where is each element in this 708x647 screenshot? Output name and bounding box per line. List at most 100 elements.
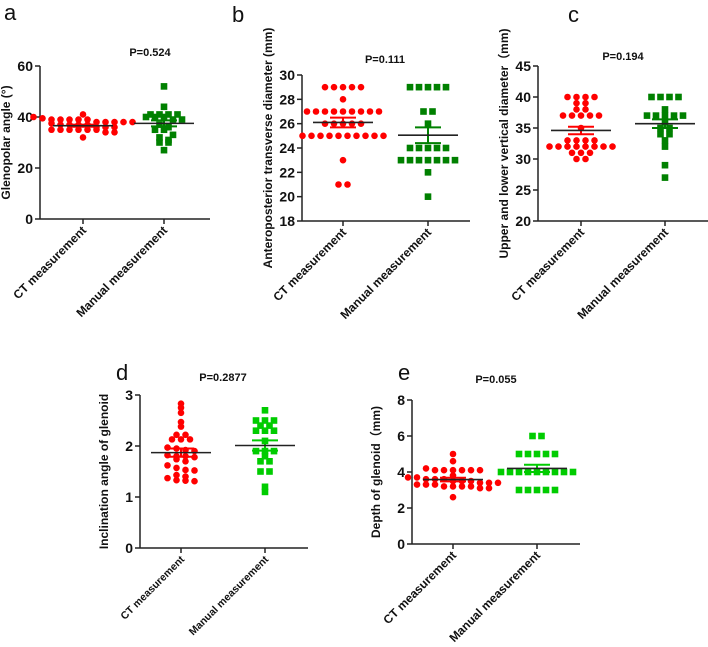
data-point <box>39 114 46 122</box>
data-point <box>497 468 505 476</box>
data-point <box>353 132 360 140</box>
y-tick-label: 2 <box>397 500 405 516</box>
data-point <box>458 483 466 490</box>
data-point <box>569 468 577 476</box>
x-tick-label: CT measurement <box>270 225 349 304</box>
x-tick-label: CT measurement <box>118 553 187 622</box>
panel-e: e P=0.055 0 2 4 6 8 Depth of glenoid（mm) CT meas… <box>368 360 580 645</box>
data-point <box>582 99 589 107</box>
data-point <box>564 143 571 150</box>
data-point <box>573 93 580 101</box>
data-point <box>156 121 163 128</box>
data-point <box>661 174 669 181</box>
data-point <box>577 149 585 157</box>
y-tick-label: 40 <box>515 89 531 105</box>
data-point <box>551 486 559 494</box>
data-point <box>308 132 315 140</box>
data-point <box>559 112 567 119</box>
y-tick-label: 60 <box>17 58 33 74</box>
y-tick-label: 20 <box>17 160 33 176</box>
data-point <box>120 118 127 126</box>
data-point <box>339 83 347 91</box>
panel-a: a P=0.524 0 20 40 60 Glenopolar angle (°) CT me… <box>0 0 210 320</box>
series-manual <box>235 407 295 496</box>
y-tick-label: 30 <box>279 67 295 83</box>
data-point <box>151 113 159 121</box>
data-point <box>440 483 448 490</box>
data-point <box>424 193 432 200</box>
data-point <box>415 156 423 164</box>
y-tick-label: 0 <box>125 540 133 556</box>
data-point <box>371 132 378 140</box>
data-point <box>406 83 414 91</box>
data-point <box>433 144 441 152</box>
data-point <box>666 130 673 138</box>
panel-letter: b <box>232 2 244 27</box>
data-point <box>529 432 536 440</box>
p-value-title: P=0.055 <box>475 374 516 386</box>
y-tick-label: 45 <box>515 58 531 74</box>
data-point <box>186 436 194 443</box>
data-point <box>449 466 457 474</box>
data-point <box>573 143 580 150</box>
data-point <box>321 108 329 115</box>
p-value-title: P=0.524 <box>129 47 171 59</box>
data-point <box>164 474 171 482</box>
data-point <box>344 132 351 140</box>
data-point <box>586 149 594 157</box>
data-point <box>66 126 73 134</box>
data-point <box>573 137 580 144</box>
data-point <box>357 83 365 91</box>
data-point <box>191 477 198 485</box>
data-point <box>357 108 365 115</box>
series-ct <box>546 93 616 163</box>
data-point <box>442 156 450 164</box>
data-point <box>160 113 168 121</box>
data-point <box>515 468 523 476</box>
series-ct <box>151 400 211 485</box>
data-point <box>266 458 273 465</box>
data-point <box>422 481 430 488</box>
data-point <box>57 116 64 123</box>
data-point <box>533 486 541 494</box>
data-point <box>326 132 333 140</box>
data-point <box>321 83 329 91</box>
y-tick-label: 35 <box>515 120 531 136</box>
x-tick-label: CT measurement <box>10 223 89 302</box>
data-point <box>406 156 414 164</box>
data-point <box>670 112 678 119</box>
data-point <box>573 99 580 107</box>
y-axis-label: Glenopolar angle (°) <box>0 85 13 199</box>
data-point <box>577 112 585 119</box>
data-point <box>458 466 466 474</box>
data-point <box>348 108 356 115</box>
data-point <box>582 155 589 163</box>
data-point <box>191 453 198 461</box>
panel-letter: a <box>4 0 17 25</box>
data-point <box>93 126 100 134</box>
x-tick-label: Manual measurement <box>187 553 272 638</box>
data-point <box>366 108 374 115</box>
series-ct <box>299 83 387 188</box>
data-point <box>160 103 168 111</box>
data-point <box>102 129 109 136</box>
data-point <box>467 466 475 474</box>
data-point <box>564 137 571 144</box>
data-point <box>591 137 598 144</box>
data-point <box>582 106 589 113</box>
data-point <box>449 450 457 458</box>
data-point <box>661 106 669 113</box>
data-point <box>582 137 589 144</box>
data-point <box>485 484 493 492</box>
data-point <box>568 112 576 119</box>
data-point <box>164 462 171 469</box>
data-point <box>151 126 159 134</box>
data-point <box>261 427 269 434</box>
data-point <box>147 111 154 118</box>
y-tick-label: 40 <box>17 109 33 125</box>
y-tick-label: 18 <box>279 213 295 229</box>
data-point <box>362 132 369 140</box>
data-point <box>591 143 598 150</box>
data-point <box>515 486 523 494</box>
